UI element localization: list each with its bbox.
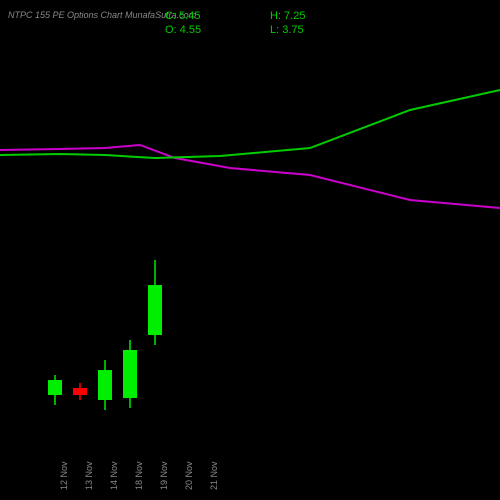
- x-tick-label: 18 Nov: [134, 461, 144, 490]
- x-tick-label: 14 Nov: [109, 461, 119, 490]
- x-tick-label: 12 Nov: [59, 461, 69, 490]
- x-tick-label: 13 Nov: [84, 461, 94, 490]
- x-tick-label: 21 Nov: [209, 461, 219, 490]
- options-chart: NTPC 155 PE Options Chart MunafaSutra.co…: [0, 0, 500, 500]
- x-tick-label: 20 Nov: [184, 461, 194, 490]
- chart-canvas: [0, 0, 500, 500]
- x-tick-label: 19 Nov: [159, 461, 169, 490]
